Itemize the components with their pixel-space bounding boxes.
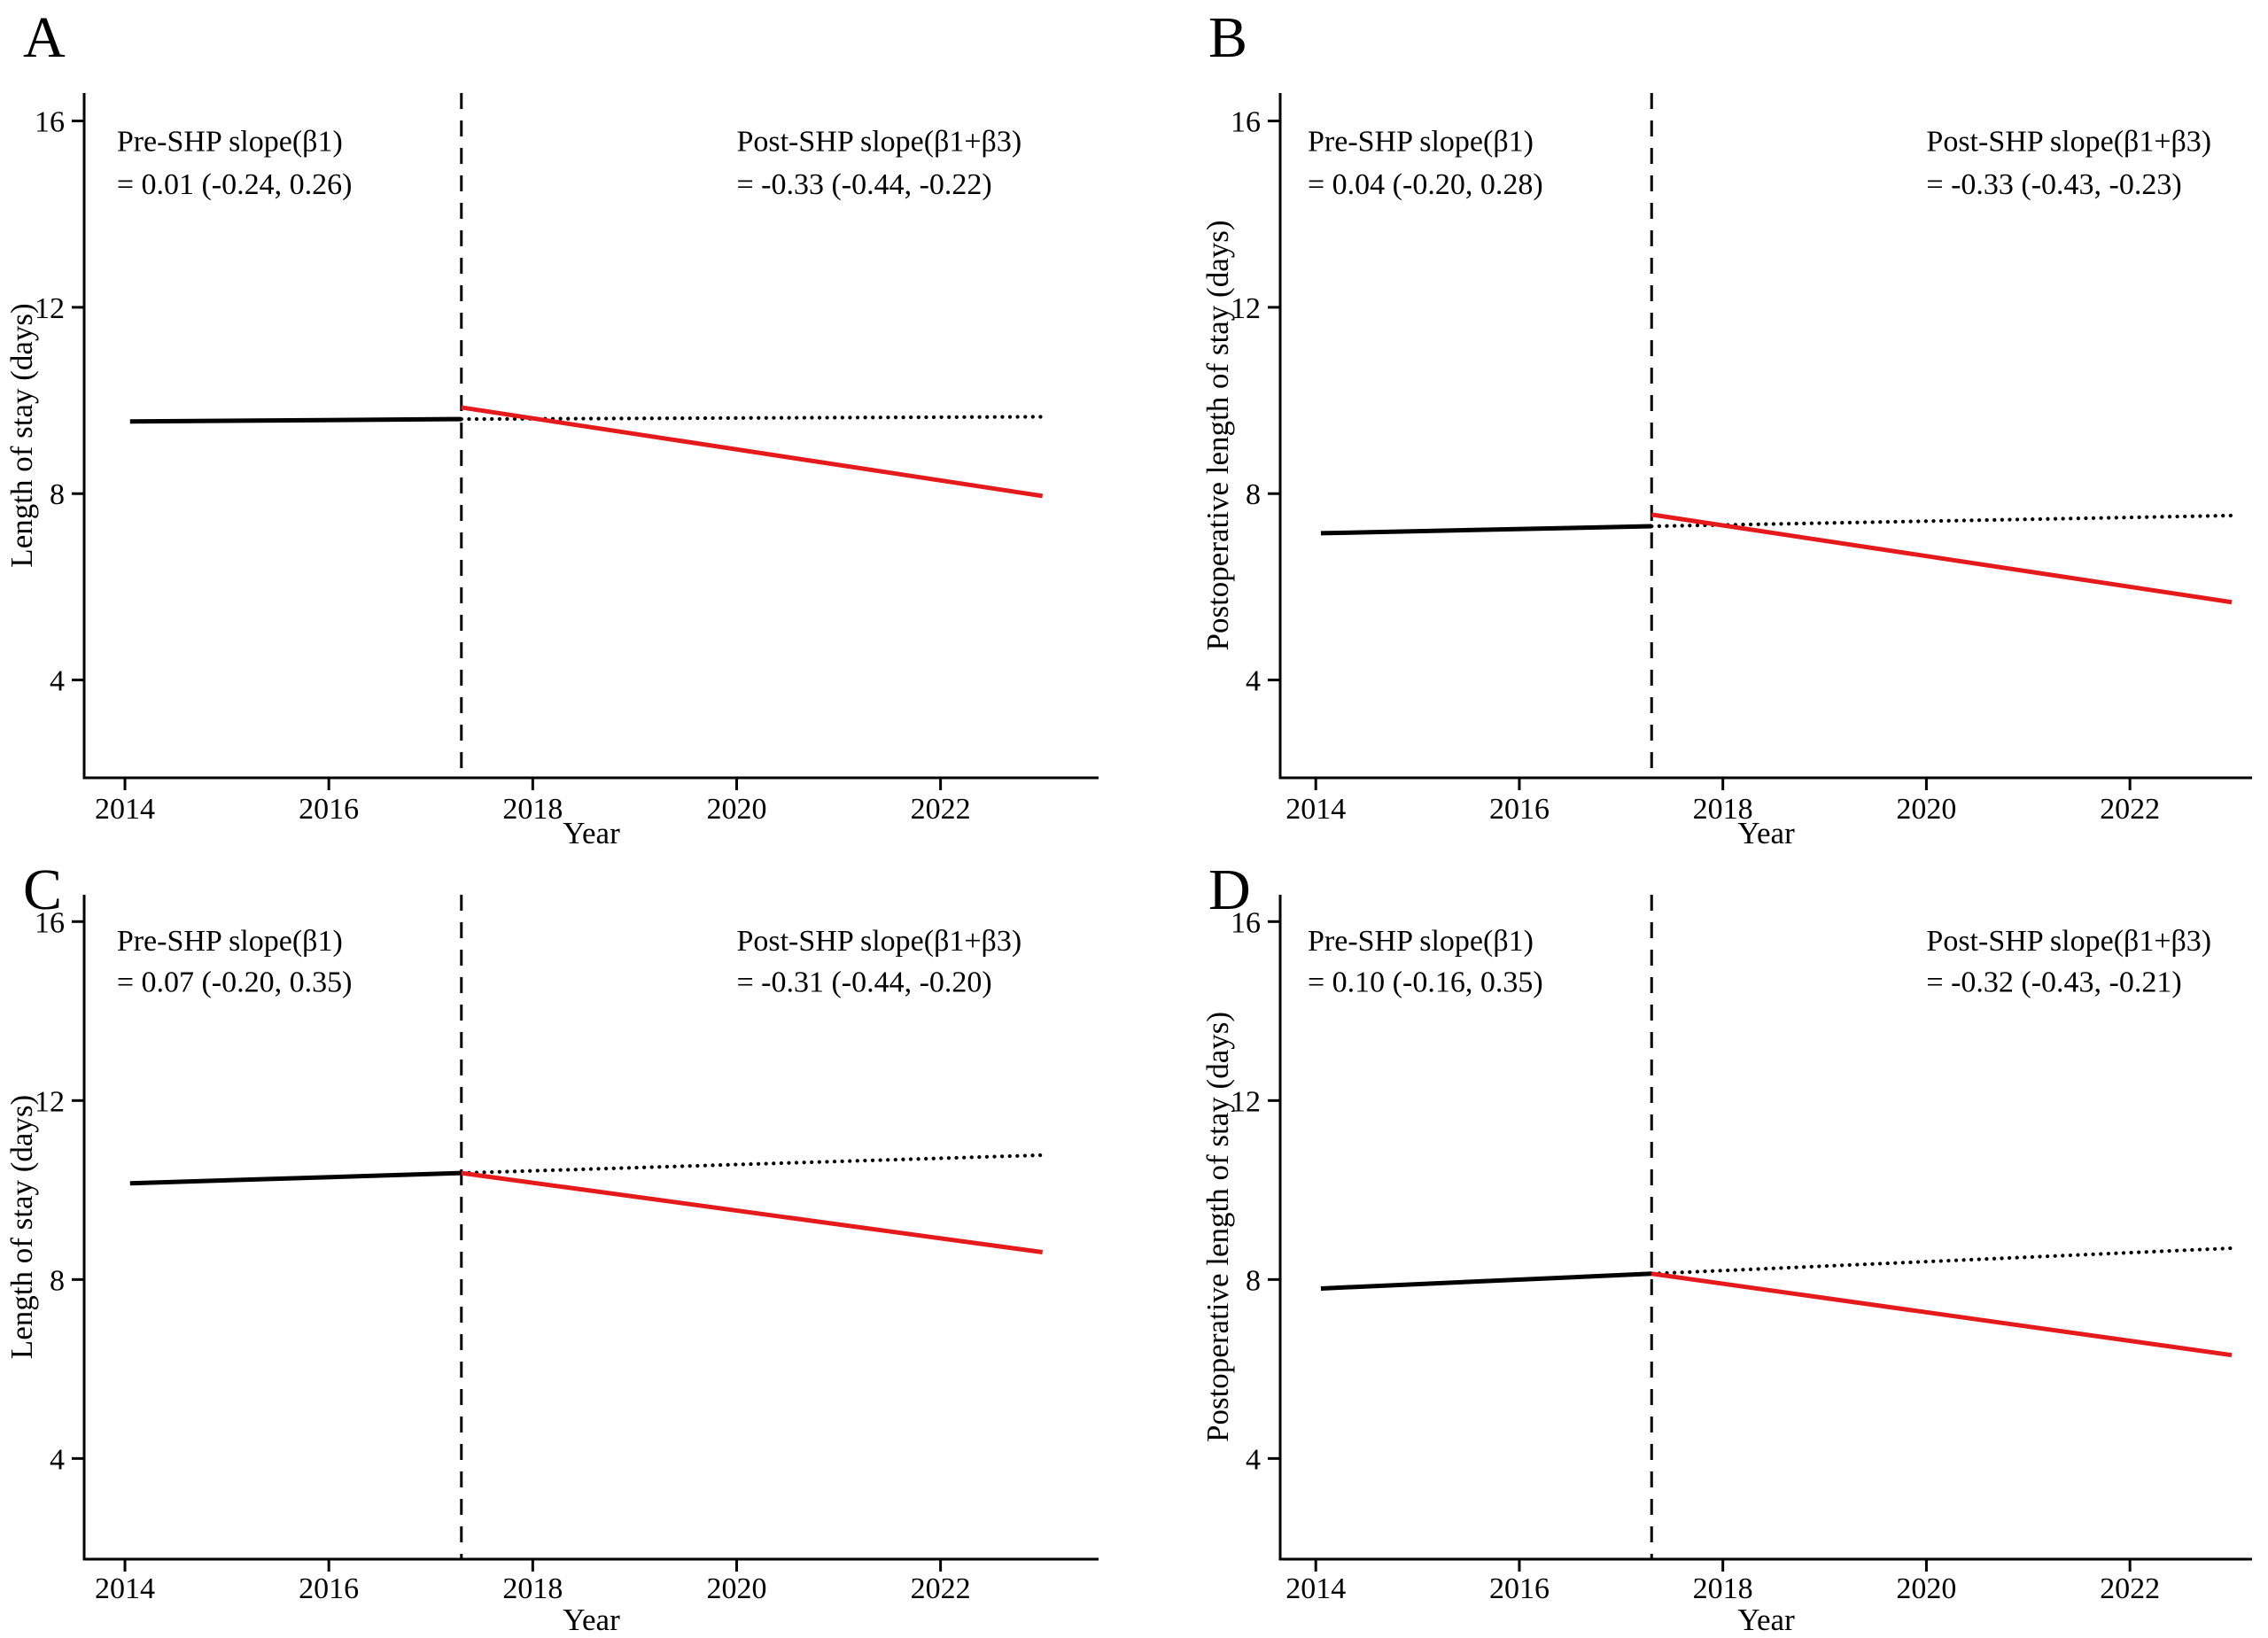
observed-pre-trend-line	[1320, 1271, 1652, 1291]
x-axis-title: Year	[1737, 1603, 1795, 1637]
x-axis-title: Year	[1737, 816, 1795, 850]
post-shp-trend-line	[461, 405, 1044, 499]
x-tick-label: 2020	[706, 793, 766, 826]
y-axis-title: Length of stay (days)	[4, 303, 39, 567]
y-tick-label: 8	[50, 478, 65, 511]
x-tick-label: 2018	[502, 1572, 563, 1605]
panel-b-chart: 4 8 12 16 2014 2016 2018 2020 2022 Year Postoperat…	[1200, 93, 2252, 850]
x-tick-label: 2014	[95, 793, 155, 826]
post-shp-slope-label-line1: Post-SHP slope(β1+β3)	[736, 925, 1021, 958]
pre-shp-slope-label-line1: Pre-SHP slope(β1)	[1308, 925, 1534, 958]
post-shp-slope-label-line1: Post-SHP slope(β1+β3)	[1926, 126, 2211, 159]
x-tick-label: 2014	[95, 1572, 155, 1605]
post-shp-slope-label-line2: = -0.31 (-0.44, -0.20)	[736, 966, 991, 999]
y-tick-label: 16	[35, 906, 65, 939]
counterfactual-trend-line	[459, 1153, 1045, 1176]
y-tick-label: 4	[1246, 665, 1261, 698]
pre-shp-slope-label-line2: = 0.01 (-0.24, 0.26)	[117, 168, 353, 201]
x-tick-label: 2020	[1896, 1572, 1956, 1605]
panel-letter-a: A	[23, 5, 66, 70]
counterfactual-trend-line	[459, 415, 1045, 422]
y-tick-label: 12	[1231, 1085, 1261, 1118]
x-tick-label: 2016	[299, 1572, 359, 1605]
post-shp-trend-line	[1651, 1271, 2233, 1358]
post-shp-trend-line	[461, 1170, 1044, 1255]
observed-pre-trend-line	[1320, 524, 1652, 536]
pre-shp-slope-label-line2: = 0.04 (-0.20, 0.28)	[1308, 168, 1543, 201]
y-tick-label: 4	[50, 665, 65, 698]
y-tick-label: 16	[35, 106, 65, 139]
pre-shp-slope-label-line1: Pre-SHP slope(β1)	[1308, 126, 1534, 159]
y-tick-label: 16	[1231, 906, 1261, 939]
panel-letter-d: D	[1208, 858, 1251, 922]
counterfactual-trend-line	[1650, 513, 2234, 529]
y-tick-label: 4	[1246, 1443, 1261, 1476]
y-tick-label: 12	[35, 292, 65, 325]
x-tick-label: 2016	[1489, 1572, 1550, 1605]
y-tick-label: 8	[50, 1264, 65, 1297]
post-shp-slope-label-line2: = -0.33 (-0.43, -0.23)	[1926, 168, 2181, 201]
x-tick-label: 2020	[1896, 793, 1956, 826]
observed-pre-trend-line	[129, 1170, 462, 1186]
y-tick-label: 16	[1231, 106, 1261, 139]
panel-a-chart: 4 8 12 16 2014 2016 2018 2020 2022 Year Length of …	[4, 93, 1099, 850]
x-tick-label: 2016	[1489, 793, 1550, 826]
panel-a: A 4 8 12 16 2014 2016 2018 2020 2022 Year Length o…	[0, 0, 1134, 852]
post-shp-slope-label-line2: = -0.32 (-0.43, -0.21)	[1926, 966, 2181, 999]
x-tick-label: 2018	[1693, 1572, 1753, 1605]
panel-c-chart: 4 8 12 16 2014 2016 2018 2020 2022 Year Length of …	[4, 895, 1099, 1637]
x-tick-label: 2022	[2100, 1572, 2160, 1605]
y-tick-label: 8	[1246, 478, 1261, 511]
panel-d: D 4 8 12 16 2014 2016 2018 2020 2022 Year Postoper…	[1134, 852, 2268, 1638]
x-axis-title: Year	[563, 1603, 620, 1637]
x-tick-label: 2016	[299, 793, 359, 826]
x-tick-label: 2020	[706, 1572, 766, 1605]
panel-b: B 4 8 12 16 2014 2016 2018 2020 2022 Year Postoper…	[1134, 0, 2268, 852]
x-tick-label: 2022	[2100, 793, 2160, 826]
panel-c: C 4 8 12 16 2014 2016 2018 2020 2022 Year Length o…	[0, 852, 1134, 1638]
x-tick-label: 2014	[1285, 793, 1346, 826]
panel-letter-b: B	[1208, 5, 1248, 70]
x-tick-label: 2018	[502, 793, 563, 826]
y-tick-label: 12	[1231, 292, 1261, 325]
post-shp-trend-line	[1651, 512, 2233, 605]
y-axis-title: Length of stay (days)	[4, 1095, 39, 1359]
post-shp-slope-label-line2: = -0.33 (-0.44, -0.22)	[736, 168, 991, 201]
y-tick-label: 12	[35, 1085, 65, 1118]
x-axis-title: Year	[563, 816, 620, 850]
y-axis-title: Postoperative length of stay (days)	[1200, 1012, 1235, 1442]
panel-d-chart: 4 8 12 16 2014 2016 2018 2020 2022 Year Postoperat…	[1200, 895, 2252, 1637]
x-tick-label: 2022	[911, 1572, 971, 1605]
panel-letter-c: C	[23, 858, 63, 922]
post-shp-slope-label-line1: Post-SHP slope(β1+β3)	[736, 126, 1021, 159]
pre-shp-slope-label-line2: = 0.10 (-0.16, 0.35)	[1308, 966, 1543, 999]
pre-shp-slope-label-line2: = 0.07 (-0.20, 0.35)	[117, 966, 353, 999]
y-tick-label: 4	[50, 1443, 65, 1476]
x-tick-label: 2022	[911, 793, 971, 826]
post-shp-slope-label-line1: Post-SHP slope(β1+β3)	[1926, 925, 2211, 958]
counterfactual-trend-line	[1650, 1246, 2234, 1276]
x-tick-label: 2014	[1285, 1572, 1346, 1605]
y-tick-label: 8	[1246, 1264, 1261, 1297]
pre-shp-slope-label-line1: Pre-SHP slope(β1)	[117, 126, 343, 159]
pre-shp-slope-label-line1: Pre-SHP slope(β1)	[117, 925, 343, 958]
x-tick-label: 2018	[1693, 793, 1753, 826]
observed-pre-trend-line	[129, 416, 462, 424]
y-axis-title: Postoperative length of stay (days)	[1200, 220, 1235, 650]
